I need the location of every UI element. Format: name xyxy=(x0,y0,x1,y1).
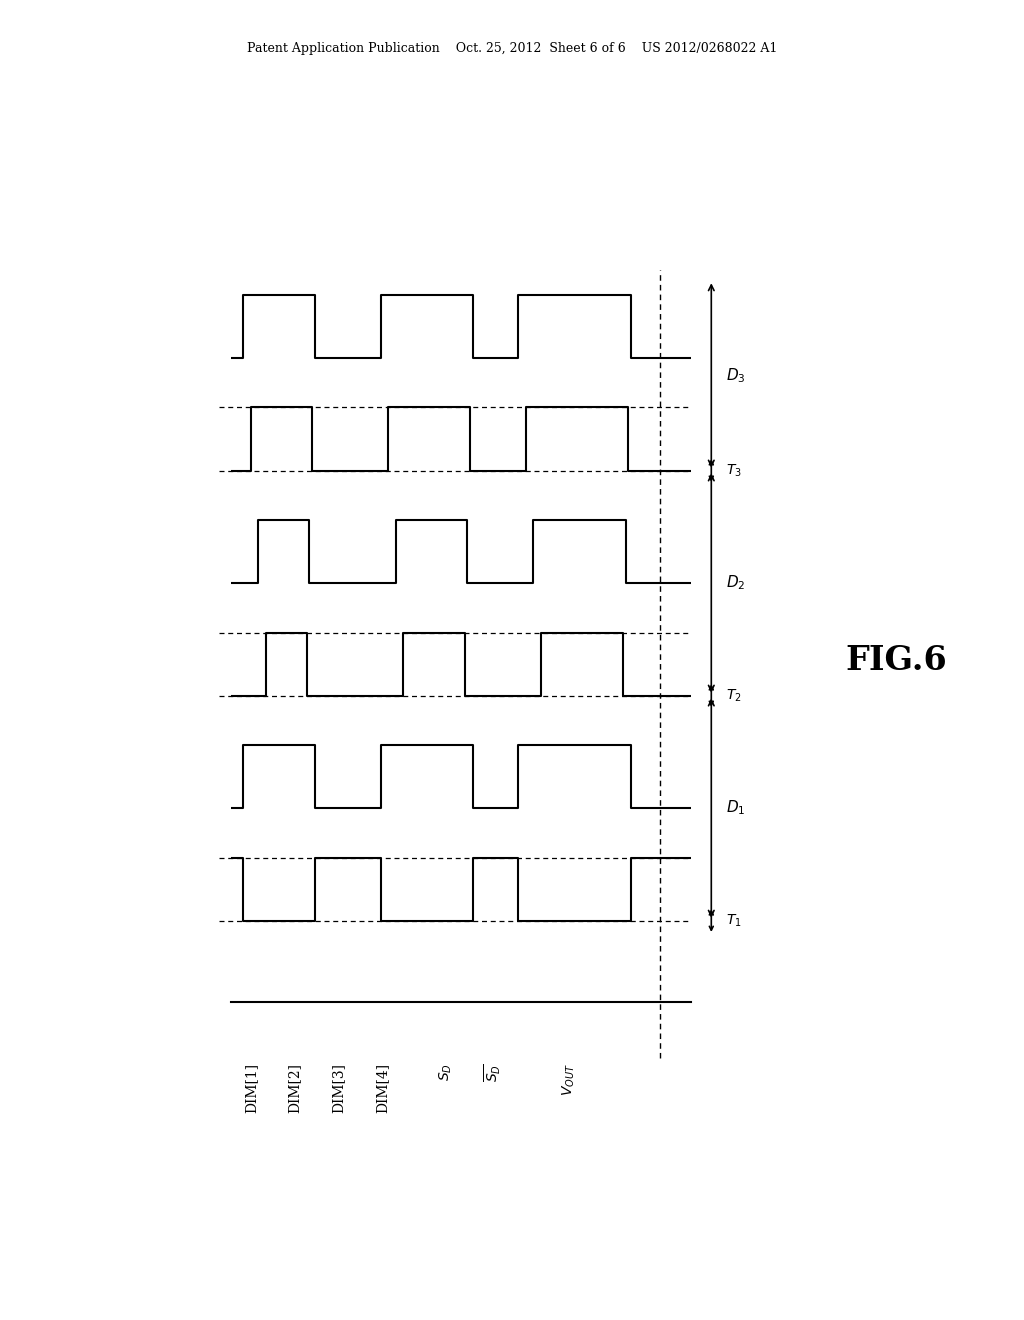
Text: DIM[1]: DIM[1] xyxy=(244,1063,258,1113)
Text: FIG.6: FIG.6 xyxy=(845,644,947,676)
Text: $T_2$: $T_2$ xyxy=(726,688,741,704)
Text: $D_2$: $D_2$ xyxy=(726,574,745,593)
Text: $D_1$: $D_1$ xyxy=(726,799,745,817)
Text: Patent Application Publication    Oct. 25, 2012  Sheet 6 of 6    US 2012/0268022: Patent Application Publication Oct. 25, … xyxy=(247,42,777,55)
Text: $\overline{S_D}$: $\overline{S_D}$ xyxy=(482,1063,504,1081)
Text: $D_3$: $D_3$ xyxy=(726,366,745,385)
Text: DIM[4]: DIM[4] xyxy=(375,1063,389,1113)
Text: DIM[2]: DIM[2] xyxy=(288,1063,302,1113)
Text: $S_D$: $S_D$ xyxy=(437,1063,454,1081)
Text: $V_{OUT}$: $V_{OUT}$ xyxy=(560,1063,577,1096)
Text: DIM[3]: DIM[3] xyxy=(332,1063,345,1113)
Text: $T_1$: $T_1$ xyxy=(726,912,741,929)
Text: $T_3$: $T_3$ xyxy=(726,462,741,479)
